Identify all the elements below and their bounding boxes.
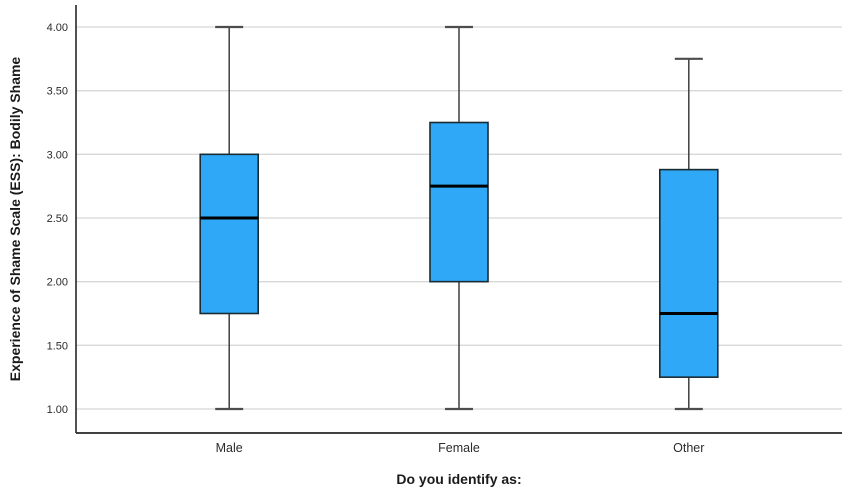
y-tick-label: 3.50 [47,86,68,98]
box-other [658,57,719,411]
iqr-box [429,121,489,283]
x-category-label: Male [216,441,243,455]
y-tick-label: 2.50 [47,213,68,225]
y-axis-title: Experience of Shame Scale (ESS): Bodily … [7,56,23,382]
y-tick-label: 1.00 [47,404,68,416]
y-tick-label: 3.00 [47,149,68,161]
iqr-box [658,168,719,378]
x-category-label: Female [438,441,480,455]
x-axis-title: Do you identify as: [396,471,522,487]
box-female [429,25,489,411]
y-tick-label: 2.00 [47,277,68,289]
y-tick-label: 4.00 [47,22,68,34]
iqr-box [199,153,259,315]
box-male [199,25,259,411]
x-category-label: Other [673,441,704,455]
y-tick-label: 1.50 [47,340,68,352]
